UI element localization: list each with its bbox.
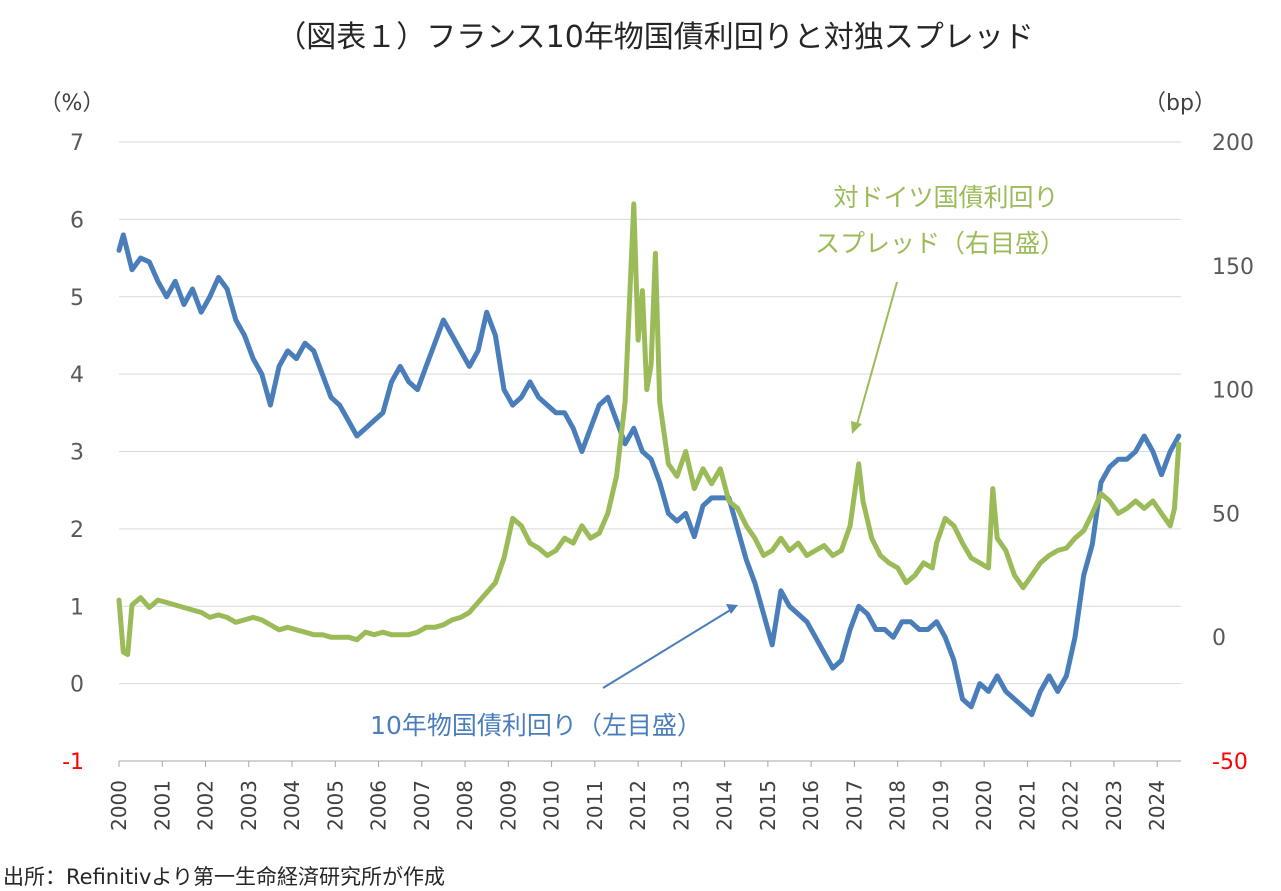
x-tick-label: 2001 [150, 780, 174, 831]
left-axis-unit: （%） [40, 91, 105, 116]
series-lines [116, 201, 1182, 718]
x-tick-label: 2019 [929, 780, 953, 831]
x-tick-label: 2012 [626, 780, 650, 831]
x-tick-label: 2024 [1145, 780, 1169, 831]
x-tick-label: 2014 [713, 780, 737, 831]
gridlines [119, 141, 1181, 762]
x-tick-label: 2017 [842, 780, 866, 831]
left-tick-label: 2 [70, 518, 84, 543]
x-axis-ticks: 2000 2001 2002 2003 2004 2005 2006 2007 2008 2009… [107, 761, 1169, 831]
right-tick-label: 150 [1212, 255, 1254, 280]
left-tick-label: 7 [70, 131, 84, 156]
x-tick-label: 2003 [237, 780, 261, 831]
spread-annotation-line1: 対ドイツ国債利回り [833, 183, 1058, 212]
x-tick-label: 2006 [367, 780, 391, 831]
x-tick-label: 2016 [799, 780, 823, 831]
left-tick-label: 0 [70, 673, 84, 698]
left-axis-ticks: 7 6 5 4 3 2 1 0 -1 [62, 131, 84, 775]
x-tick-label: 2008 [453, 780, 477, 831]
x-tick-label: 2000 [107, 780, 131, 831]
x-tick-label: 2020 [972, 780, 996, 831]
x-tick-label: 2009 [496, 780, 520, 831]
left-tick-label: 5 [70, 286, 84, 311]
spread-arrow-line [855, 281, 898, 429]
x-tick-label: 2015 [756, 780, 780, 831]
yield-annotation: 10年物国債利回り（左目盛） [370, 711, 702, 740]
right-axis-ticks: 200 150 100 50 0 -50 [1212, 131, 1254, 775]
left-tick-label: 1 [70, 595, 84, 620]
x-tick-label: 2004 [280, 780, 304, 831]
x-tick-label: 2013 [669, 780, 693, 831]
spread-series-line [116, 201, 1182, 657]
x-tick-label: 2007 [410, 780, 434, 831]
yield-series-line [116, 232, 1182, 718]
x-tick-label: 2005 [323, 780, 347, 831]
spread-annotation-line2: スプレッド（右目盛） [815, 229, 1065, 258]
left-tick-label: 6 [70, 208, 84, 233]
right-tick-label: 200 [1212, 131, 1254, 156]
x-tick-label: 2022 [1059, 780, 1083, 831]
yield-arrow-head [726, 604, 738, 614]
right-tick-label: 50 [1212, 502, 1240, 527]
left-tick-label: 3 [70, 441, 84, 466]
left-tick-label: 4 [70, 363, 84, 388]
right-tick-label: 0 [1212, 626, 1226, 651]
x-tick-label: 2011 [583, 780, 607, 831]
x-tick-label: 2021 [1015, 780, 1039, 831]
right-tick-label: -50 [1212, 750, 1248, 775]
x-tick-label: 2010 [540, 780, 564, 831]
spread-arrow-head [851, 421, 862, 434]
yield-arrow-line [602, 608, 733, 689]
x-tick-label: 2023 [1102, 780, 1126, 831]
source-note: 出所：Refinitivより第一生命経済研究所が作成 [3, 865, 445, 889]
x-tick-label: 2018 [886, 780, 910, 831]
left-tick-label: -1 [62, 750, 84, 775]
x-tick-label: 2002 [194, 780, 218, 831]
chart-title: （図表１）フランス10年物国債利回りと対独スプレッド [276, 20, 1034, 55]
annotation-arrows [602, 281, 898, 689]
right-tick-label: 100 [1212, 379, 1254, 404]
right-axis-unit: （bp） [1144, 91, 1216, 116]
